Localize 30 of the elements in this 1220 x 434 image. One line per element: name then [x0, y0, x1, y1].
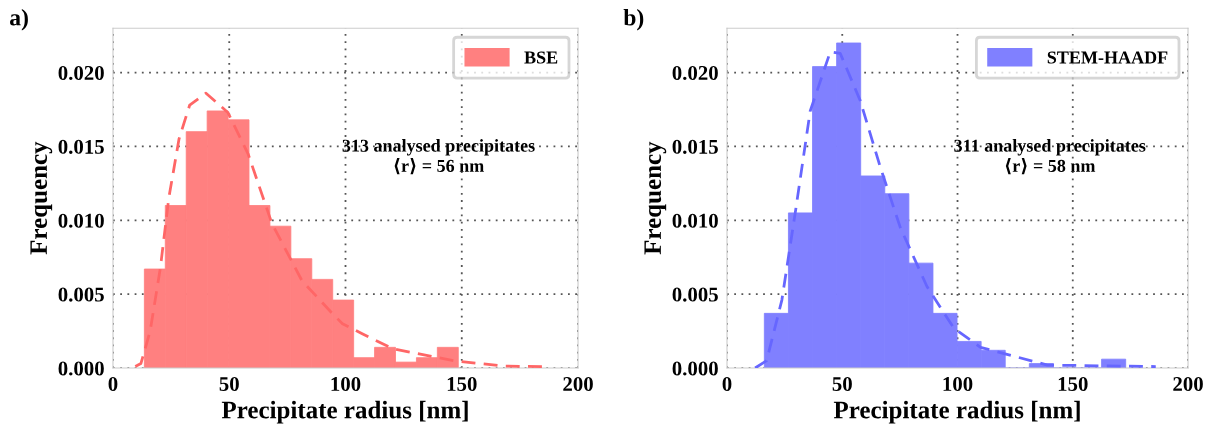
y-tick-label: 0.020 — [58, 65, 104, 81]
x-tick-label: 50 — [832, 376, 852, 392]
chart-title: a) — [10, 8, 28, 31]
x-tick-label: 100 — [331, 376, 361, 392]
y-tick-label: 0.020 — [672, 65, 718, 81]
annotation: 313 analysed precipitates ⟨r⟩ = 56 nm — [342, 139, 535, 175]
x-tick-label: 50 — [219, 376, 239, 392]
y-axis-title: Frequency — [30, 141, 53, 255]
x-tick-label: 0 — [722, 376, 732, 392]
x-tick-label: 150 — [1058, 376, 1088, 392]
y-tick-label: 0.000 — [58, 361, 104, 376]
y-tick-label: 0.010 — [58, 213, 104, 228]
y-tick-label: 0.005 — [58, 287, 104, 302]
annotation: 311 analysed precipitates ⟨r⟩ = 58 nm — [954, 139, 1146, 175]
y-tick-label: 0.015 — [58, 139, 104, 154]
x-tick-label: 200 — [563, 376, 593, 392]
x-axis-title: Precipitate radius [nm] — [221, 400, 468, 424]
y-tick-label: 0.005 — [672, 287, 718, 302]
x-tick-label: 200 — [1173, 376, 1203, 392]
chart-title: b) — [623, 8, 644, 31]
y-tick-label: 0.010 — [672, 213, 718, 228]
x-axis-title: Precipitate radius [nm] — [833, 400, 1080, 424]
legend-label: STEM-HAADF — [1047, 51, 1168, 64]
legend-label: BSE — [524, 51, 558, 64]
x-tick-label: 0 — [108, 376, 118, 392]
y-axis-title: Frequency — [644, 141, 667, 255]
x-tick-label: 100 — [943, 376, 973, 392]
x-tick-label: 150 — [447, 376, 477, 392]
y-tick-label: 0.015 — [672, 139, 718, 154]
y-tick-label: 0.000 — [672, 361, 718, 376]
